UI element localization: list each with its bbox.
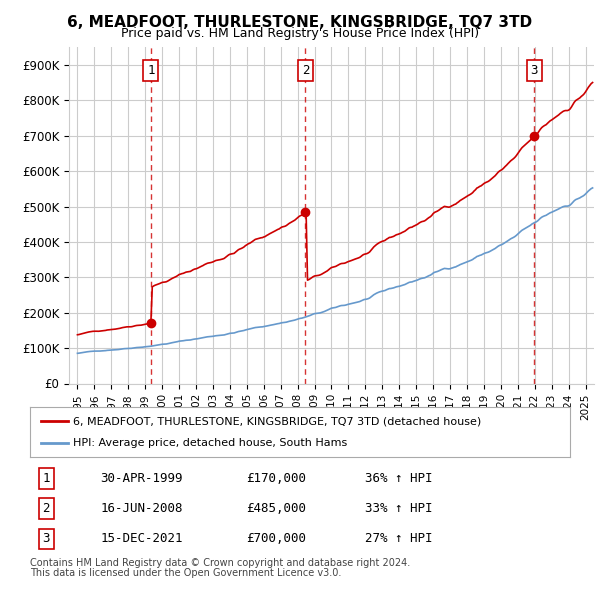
Text: 3: 3	[530, 64, 538, 77]
Text: 33% ↑ HPI: 33% ↑ HPI	[365, 502, 432, 515]
Text: 2: 2	[43, 502, 50, 515]
Text: £700,000: £700,000	[246, 532, 306, 545]
Text: 6, MEADFOOT, THURLESTONE, KINGSBRIDGE, TQ7 3TD (detached house): 6, MEADFOOT, THURLESTONE, KINGSBRIDGE, T…	[73, 416, 481, 426]
Text: 1: 1	[43, 472, 50, 485]
Text: 6, MEADFOOT, THURLESTONE, KINGSBRIDGE, TQ7 3TD: 6, MEADFOOT, THURLESTONE, KINGSBRIDGE, T…	[67, 15, 533, 30]
Text: 3: 3	[43, 532, 50, 545]
Text: 27% ↑ HPI: 27% ↑ HPI	[365, 532, 432, 545]
Text: £485,000: £485,000	[246, 502, 306, 515]
Text: 30-APR-1999: 30-APR-1999	[100, 472, 182, 485]
Text: 15-DEC-2021: 15-DEC-2021	[100, 532, 182, 545]
Text: £170,000: £170,000	[246, 472, 306, 485]
Text: 2: 2	[302, 64, 309, 77]
Text: This data is licensed under the Open Government Licence v3.0.: This data is licensed under the Open Gov…	[30, 568, 341, 578]
Text: Price paid vs. HM Land Registry's House Price Index (HPI): Price paid vs. HM Land Registry's House …	[121, 27, 479, 40]
Text: HPI: Average price, detached house, South Hams: HPI: Average price, detached house, Sout…	[73, 438, 347, 448]
Text: 36% ↑ HPI: 36% ↑ HPI	[365, 472, 432, 485]
Text: 16-JUN-2008: 16-JUN-2008	[100, 502, 182, 515]
Text: 1: 1	[147, 64, 155, 77]
Text: Contains HM Land Registry data © Crown copyright and database right 2024.: Contains HM Land Registry data © Crown c…	[30, 558, 410, 568]
